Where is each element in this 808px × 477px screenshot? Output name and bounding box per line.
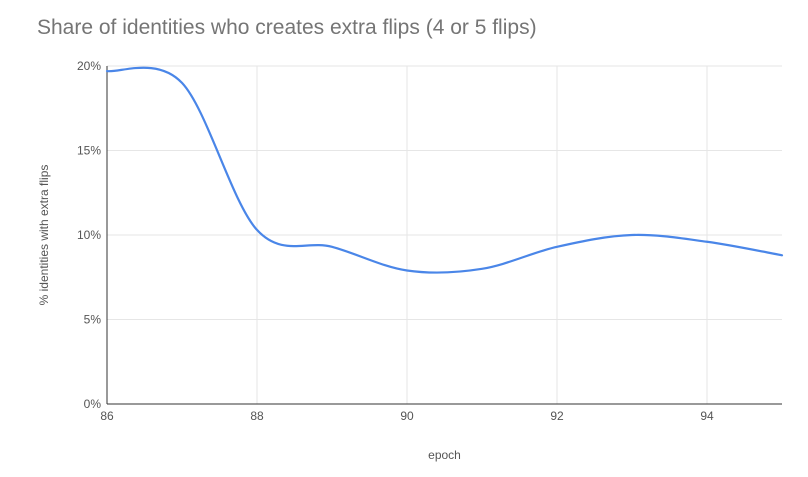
series-layer: [105, 66, 784, 274]
gridlines: [107, 65, 782, 404]
y-tick-label: 20%: [77, 59, 101, 73]
chart-title: Share of identities who creates extra fl…: [37, 16, 537, 39]
x-tick-label: 92: [550, 409, 564, 423]
axes: [106, 66, 782, 405]
x-tick-label: 86: [100, 409, 114, 423]
y-tick-label: 10%: [77, 228, 101, 242]
x-tick-label: 94: [700, 409, 714, 423]
y-tick-label: 5%: [84, 313, 102, 327]
x-axis-title: epoch: [428, 448, 461, 462]
series-line: [105, 66, 784, 274]
tick-labels: 0% 5% 10% 15% 20% 86 88 90 92 94: [77, 59, 714, 423]
y-axis-title: % identities with extra flips: [37, 165, 51, 306]
x-tick-label: 90: [400, 409, 414, 423]
x-tick-label: 88: [250, 409, 264, 423]
y-tick-label: 0%: [84, 397, 102, 411]
y-tick-label: 15%: [77, 144, 101, 158]
